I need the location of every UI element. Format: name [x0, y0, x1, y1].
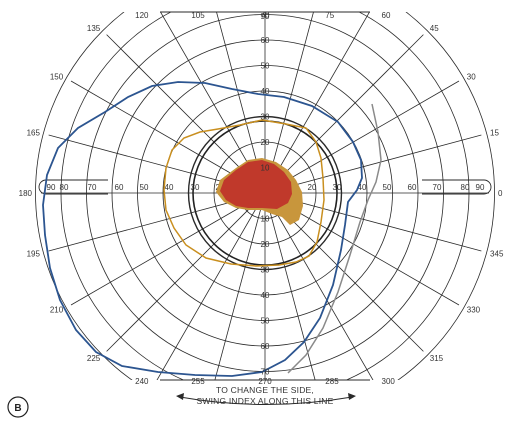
ring-label-top-70: 70 [261, 11, 270, 20]
meridian-label-165: 165 [27, 129, 41, 138]
meridian-label-45: 45 [430, 24, 439, 33]
grid-radial-210 [70, 192, 266, 306]
grid-radial-15 [264, 134, 482, 194]
outer-isopter [42, 81, 363, 377]
meridian-label-315: 315 [430, 354, 444, 363]
scale-label-right-80: 80 [461, 183, 470, 192]
grid-radial-300 [264, 192, 374, 380]
grid-radial-75 [264, 12, 314, 194]
scale-label-left-80: 80 [60, 183, 69, 192]
scale-label-left-40: 40 [165, 183, 174, 192]
meridian-label-180: 180 [19, 189, 33, 198]
swing-arrow-left [176, 393, 184, 400]
ring-label-top-10: 10 [261, 164, 270, 173]
meridian-label-240: 240 [135, 377, 149, 386]
scale-label-right-90: 90 [476, 183, 485, 192]
scale-label-right-20: 20 [308, 183, 317, 192]
meridian-label-210: 210 [50, 306, 64, 315]
ring-label-top-40: 40 [261, 87, 270, 96]
ring-label-bottom-20: 20 [261, 240, 270, 249]
meridian-label-195: 195 [27, 249, 41, 258]
grid-radial-285 [264, 192, 316, 380]
meridian-label-150: 150 [50, 73, 64, 82]
grid-labels: 0 15 30 45 60 75 90 105 120 135 150 165 180 195 210 225… [19, 11, 504, 387]
meridian-label-15: 15 [490, 129, 499, 138]
ring-label-bottom-40: 40 [261, 291, 270, 300]
grid-radial-60 [264, 12, 370, 194]
grid-radial-45 [264, 34, 424, 194]
meridian-label-90: 90 [261, 12, 270, 21]
meridian-label-345: 345 [490, 249, 504, 258]
grid-radial-30 [264, 80, 460, 194]
ring-label-bottom-10: 10 [261, 215, 270, 224]
meridian-label-135: 135 [87, 24, 101, 33]
right-scale-rail [422, 179, 492, 195]
meridian-label-270: 270 [258, 377, 272, 386]
meridian-label-285: 285 [325, 377, 339, 386]
meridian-label-225: 225 [87, 354, 101, 363]
mid-isopter [163, 119, 325, 267]
gray-trace-line [287, 103, 382, 374]
grid-ring-90 [35, 12, 495, 380]
grid-radial-120 [160, 12, 266, 194]
panel-badge [7, 396, 29, 418]
ring-label-bottom-70: 70 [261, 368, 270, 377]
scale-label-left-90: 90 [47, 183, 56, 192]
scale-label-left-60: 60 [115, 183, 124, 192]
scale-label-left-70: 70 [88, 183, 97, 192]
scale-label-right-50: 50 [383, 183, 392, 192]
ring-label-top-20: 20 [261, 138, 270, 147]
swing-instruction-line-2: SWING INDEX ALONG THIS LINE [196, 396, 333, 406]
meridian-label-300: 300 [382, 377, 396, 386]
ring-label-bottom-30: 30 [261, 266, 270, 275]
meridian-label-105: 105 [191, 11, 205, 20]
meridian-label-120: 120 [135, 11, 149, 20]
meridian-label-330: 330 [467, 306, 481, 315]
polar-grid [35, 11, 495, 381]
meridian-label-75: 75 [325, 11, 334, 20]
grid-radial-240 [156, 192, 266, 380]
scale-label-left-30: 30 [191, 183, 200, 192]
isopter-layer [42, 81, 382, 377]
grid-radial-225 [106, 192, 266, 352]
scale-label-left-50: 50 [140, 183, 149, 192]
ring-label-bottom-60: 60 [261, 342, 270, 351]
scotoma-core-region [220, 160, 292, 209]
ring-label-bottom-50: 50 [261, 317, 270, 326]
scale-label-right-70: 70 [433, 183, 442, 192]
meridian-label-0: 0 [498, 189, 503, 198]
grid-radial-255 [214, 192, 266, 380]
swing-arc [179, 396, 353, 405]
swing-instruction-line-1: TO CHANGE THE SIDE, [216, 385, 314, 395]
meridian-label-30: 30 [467, 73, 476, 82]
ring-label-top-50: 50 [261, 62, 270, 71]
panel-label: B [14, 403, 21, 414]
scale-label-right-40: 40 [358, 183, 367, 192]
ring-label-top-60: 60 [261, 36, 270, 45]
meridian-label-60: 60 [382, 11, 391, 20]
grid-radial-105 [216, 12, 266, 194]
meridian-label-255: 255 [191, 377, 205, 386]
scale-label-right-60: 60 [408, 183, 417, 192]
ring-label-top-30: 30 [261, 113, 270, 122]
swing-arrow-right [348, 393, 356, 400]
